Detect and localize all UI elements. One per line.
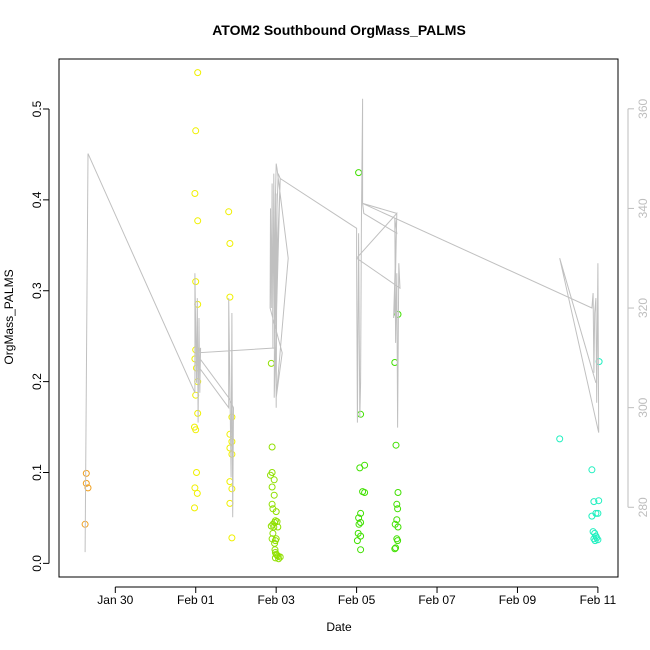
data-point	[82, 469, 90, 477]
data-point	[357, 410, 365, 418]
data-point	[269, 529, 277, 537]
y-tick-label: 0.5	[30, 100, 44, 117]
data-point	[192, 127, 200, 135]
data-point	[226, 293, 234, 301]
data-point	[392, 544, 400, 552]
series-5-line	[84, 98, 600, 553]
y-axis-label: OrgMass_PALMS	[2, 269, 16, 364]
data-point	[394, 537, 402, 545]
data-point	[267, 359, 275, 367]
data-point	[556, 435, 564, 443]
data-point	[391, 545, 399, 553]
data-point	[590, 498, 598, 506]
data-point	[228, 450, 236, 458]
data-point	[225, 208, 233, 216]
data-point	[394, 489, 402, 496]
data-point	[271, 554, 279, 562]
data-point	[588, 466, 596, 474]
data-point	[361, 461, 369, 469]
data-point	[193, 489, 201, 497]
y-tick-label: 0.4	[30, 191, 44, 208]
data-point	[228, 534, 236, 542]
y2-tick-label: 360	[636, 98, 650, 118]
data-point	[357, 532, 365, 540]
y2-tick-label: 280	[636, 497, 650, 517]
y-tick-label: 0.0	[30, 555, 44, 572]
data-point	[192, 278, 200, 286]
x-tick-label: Feb 11	[580, 593, 617, 607]
data-point	[271, 537, 279, 545]
data-point	[591, 537, 599, 545]
series-layer	[81, 69, 603, 563]
data-point	[595, 497, 603, 505]
data-point	[268, 443, 276, 451]
data-point	[82, 479, 90, 487]
y2-tick-label: 340	[636, 198, 650, 218]
data-point	[355, 520, 363, 528]
data-point	[270, 476, 278, 484]
data-point	[357, 519, 365, 526]
y2-tick-label: 320	[636, 298, 650, 318]
data-point	[228, 485, 236, 493]
x-tick-label: Feb 07	[418, 593, 456, 607]
data-point	[270, 491, 278, 499]
data-point	[393, 500, 401, 508]
data-point	[84, 484, 92, 492]
data-point	[276, 553, 284, 561]
data-point	[394, 523, 402, 531]
x-tick-label: Feb 03	[257, 593, 295, 607]
data-point	[226, 499, 234, 507]
data-point	[588, 512, 596, 520]
data-point	[226, 478, 234, 486]
data-point	[267, 471, 274, 479]
x-tick-label: Feb 01	[177, 593, 215, 607]
data-point	[191, 504, 198, 512]
data-point	[268, 500, 276, 508]
data-point	[194, 69, 202, 77]
plot-frame	[58, 58, 619, 578]
data-point	[594, 509, 602, 517]
data-point	[194, 217, 202, 225]
data-point	[275, 555, 283, 563]
data-point	[394, 505, 402, 513]
y-tick-label: 0.2	[30, 373, 44, 390]
data-point	[226, 240, 234, 247]
axes-layer: 0.0 0.1 0.2 0.3 0.4 0.5 280 300 320 340 360 Jan 30 F…	[30, 98, 650, 607]
x-axis-label: Date	[326, 620, 352, 634]
data-point	[191, 190, 199, 197]
data-point	[357, 546, 365, 554]
data-point	[193, 469, 200, 476]
x-tick-label: Jan 30	[97, 593, 133, 607]
y2-tick-label: 300	[636, 397, 650, 417]
data-point	[393, 516, 401, 524]
data-point	[590, 535, 598, 543]
data-point	[270, 523, 278, 531]
data-point	[271, 549, 279, 556]
y-tick-label: 0.3	[30, 282, 44, 299]
y-tick-label: 0.1	[30, 464, 44, 481]
data-point	[271, 539, 279, 547]
data-point	[361, 489, 369, 496]
data-point	[594, 536, 602, 544]
data-point	[353, 537, 361, 545]
x-tick-label: Feb 05	[338, 593, 376, 607]
x-tick-label: Feb 09	[499, 593, 537, 607]
data-point	[355, 169, 363, 177]
data-point	[268, 483, 276, 491]
chart-title: ATOM2 Southbound OrgMass_PALMS	[212, 22, 466, 38]
data-point	[269, 505, 277, 513]
data-point	[357, 509, 365, 517]
data-point	[192, 426, 200, 434]
data-point	[392, 441, 400, 449]
